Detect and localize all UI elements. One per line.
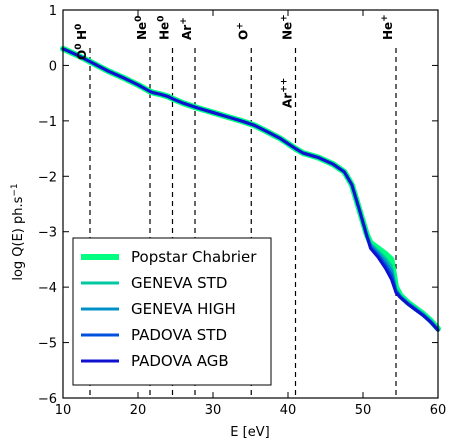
- x-tick-label: 10: [55, 403, 72, 418]
- x-tick-label: 20: [130, 403, 147, 418]
- x-tick-label: 40: [280, 403, 297, 418]
- y-tick-label: 0: [49, 59, 57, 74]
- y-tick-label: −5: [38, 337, 57, 352]
- ion-label-base: O: [236, 30, 250, 40]
- ion-label-sup: +: [179, 17, 189, 25]
- ionization-edge-label: He0: [157, 16, 172, 40]
- legend-label: GENEVA STD: [131, 274, 227, 292]
- plot-frame: [62, 9, 439, 399]
- y-axis-title-sup: −1: [10, 183, 20, 196]
- x-tick-label: 60: [430, 403, 447, 418]
- y-axis-title: log Q(E) ph.s−1: [10, 183, 26, 280]
- ionization-edge-label: He+: [380, 14, 395, 40]
- legend-label: Popstar Chabrier: [131, 248, 257, 266]
- ion-label-sup: +: [380, 14, 390, 22]
- y-tick-label: −4: [38, 281, 57, 296]
- legend-label: GENEVA HIGH: [131, 300, 236, 318]
- ion-label-base: O: [75, 50, 89, 60]
- y-axis-title-main: log Q(E) ph.s: [11, 196, 26, 280]
- x-tick-label: 50: [355, 403, 372, 418]
- ion-label-sup: +: [280, 14, 290, 22]
- ion-label-base: H: [75, 30, 89, 40]
- y-tick-label: 1: [49, 4, 57, 19]
- ionization-edge-label: Ar+: [179, 17, 194, 40]
- legend: Popstar Chabrier GENEVA STD GENEVA HIGH PAD…: [72, 237, 272, 386]
- ion-label-base: He: [381, 22, 395, 40]
- y-tick-label: −6: [38, 392, 57, 407]
- legend-label: PADOVA STD: [131, 326, 227, 344]
- y-tick-label: −1: [38, 115, 57, 130]
- ionization-edge-label: Ne+: [280, 14, 295, 40]
- ionization-edge-label: H0: [74, 24, 89, 40]
- ion-label-base: Ar: [180, 25, 194, 40]
- ion-label-sup: +: [235, 22, 245, 30]
- ion-label-base: Ne: [135, 22, 149, 40]
- ion-label-sup: 0: [134, 16, 144, 22]
- ionization-edge-label: O0: [74, 44, 89, 60]
- ion-label-base: Ne: [281, 22, 295, 40]
- x-tick-label: 30: [205, 403, 222, 418]
- ionization-edge-label: Ar++: [280, 78, 295, 108]
- legend-label: PADOVA AGB: [131, 352, 229, 370]
- ion-label-base: He: [158, 22, 172, 40]
- ion-label-sup: ++: [280, 78, 290, 93]
- ionization-edge-label: O+: [235, 22, 250, 40]
- y-tick-label: −2: [38, 170, 57, 185]
- x-axis-title: E [eV]: [230, 425, 269, 440]
- ion-label-sup: 0: [74, 24, 84, 30]
- ion-label-sup: 0: [74, 44, 84, 50]
- series-lines: [60, 45, 441, 332]
- series-line: [61, 47, 440, 332]
- ionization-edge-label: Ne0: [134, 16, 149, 40]
- y-tick-label: −3: [38, 226, 57, 241]
- ion-label-sup: 0: [157, 16, 167, 22]
- ion-label-base: Ar: [281, 93, 295, 108]
